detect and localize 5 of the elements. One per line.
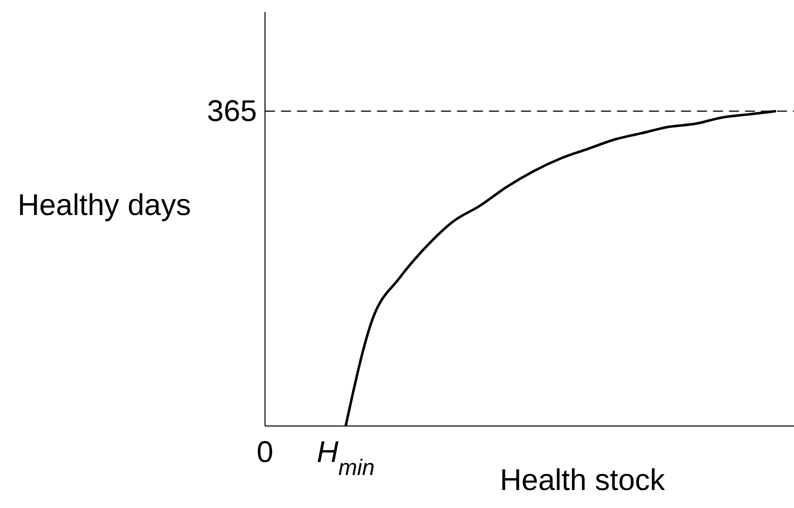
text: 365 (206, 95, 257, 128)
y-axis-title: Healthy days (18, 188, 191, 222)
x-tick-label: H$_{min}$ (316, 436, 375, 480)
x-axis-title: Health stock (500, 464, 666, 497)
x-tick-label: 0 (256, 436, 274, 469)
